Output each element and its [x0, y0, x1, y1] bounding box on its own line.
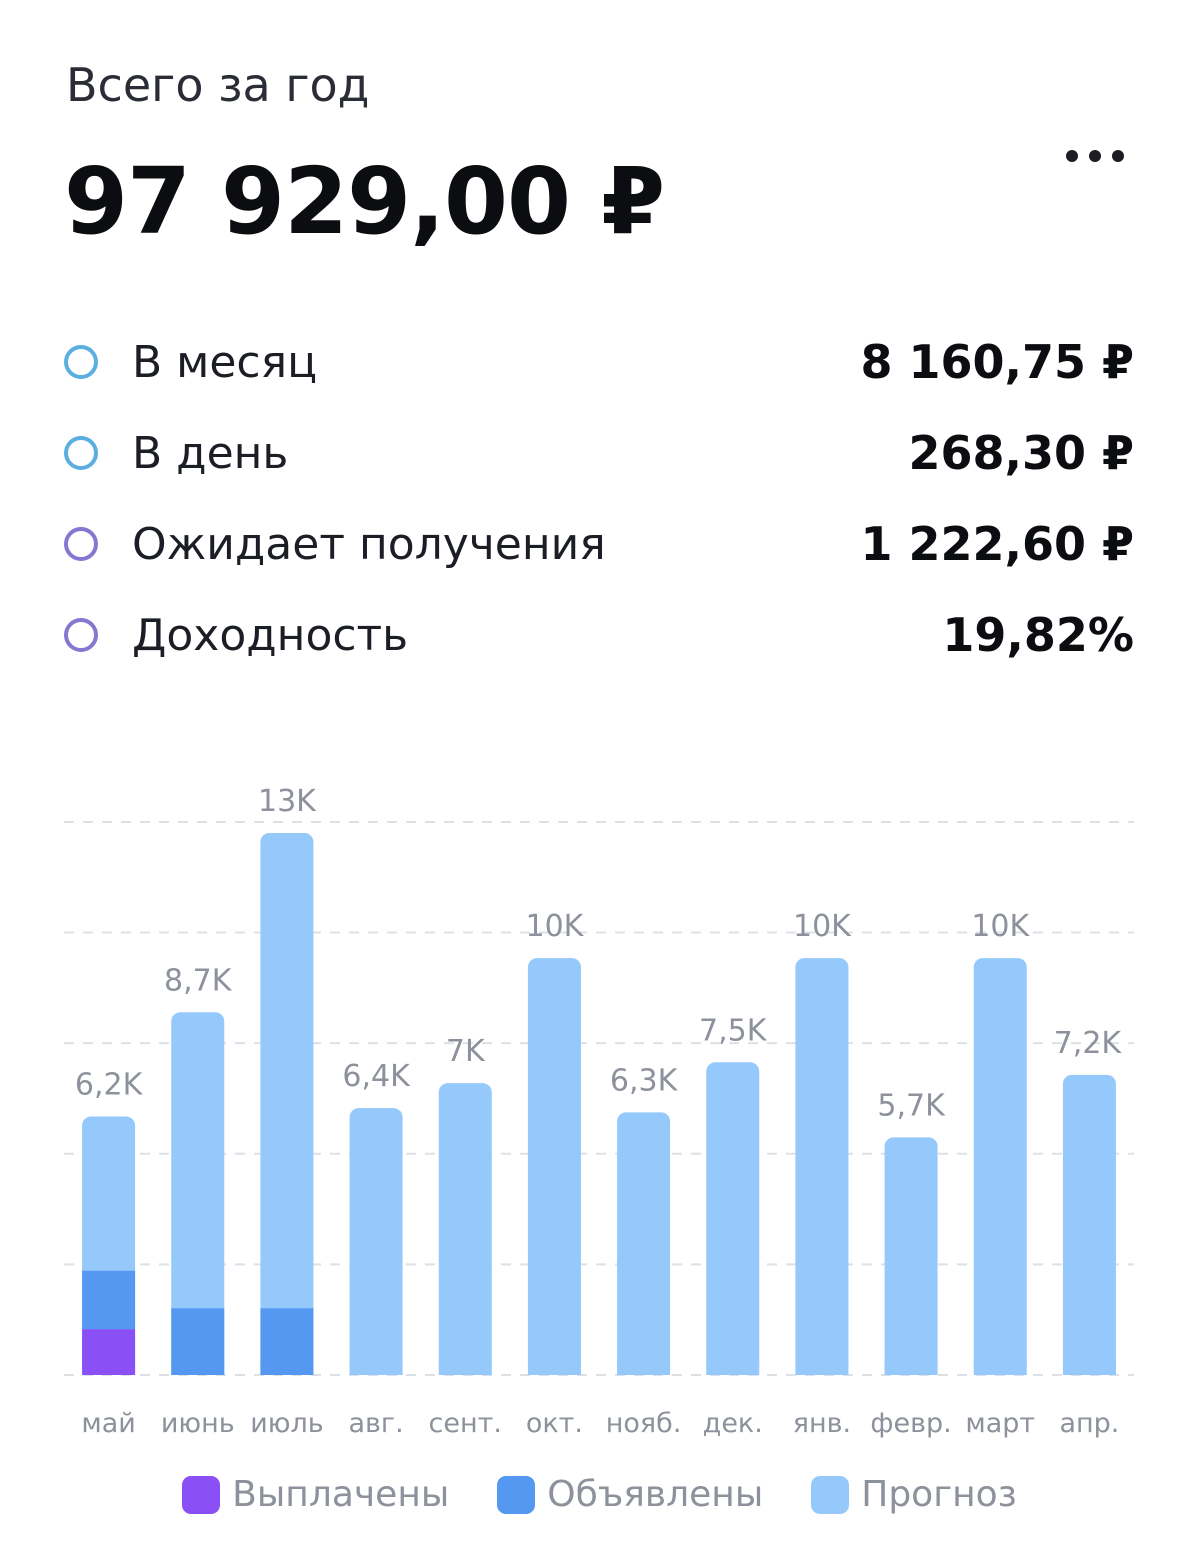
ring-icon [64, 527, 98, 561]
x-tick-label: сент. [429, 1408, 502, 1439]
ring-icon [64, 618, 98, 652]
x-tick-label: нояб. [606, 1408, 682, 1439]
bar-value-label: 5,7K [877, 1088, 946, 1123]
bar-forecast [617, 1112, 671, 1375]
more-icon[interactable] [1052, 132, 1138, 180]
legend-label: Выплачены [232, 1474, 450, 1515]
bar-forecast-base [973, 1363, 1027, 1375]
x-tick-label: авг. [348, 1408, 403, 1439]
bar-forecast-base [795, 1363, 849, 1375]
x-tick-label: июль [250, 1408, 323, 1439]
bar-group[interactable] [82, 1116, 136, 1375]
stat-value: 19,82% [942, 608, 1134, 662]
bar-forecast-base [349, 1363, 403, 1375]
x-tick-label: февр. [870, 1408, 951, 1439]
bar-forecast [1062, 1074, 1116, 1375]
bar-group[interactable] [884, 1137, 938, 1375]
bar-group[interactable] [438, 1083, 492, 1375]
bar-value-label: 7,5K [699, 1013, 768, 1048]
bar-value-label: 7,2K [1054, 1026, 1123, 1061]
bar-value-label: 10K [793, 909, 852, 944]
header-label: Всего за год [66, 58, 370, 112]
bar-forecast-base [438, 1363, 492, 1375]
ring-icon [64, 436, 98, 470]
legend-swatch [182, 1475, 221, 1514]
dividends-chart: 6,2K май 8,7K июнь 13K июль 6,4K авг. 7K сент. 10K… [64, 784, 1134, 1439]
more-dot [1089, 150, 1101, 162]
bar-value-label: 13K [258, 784, 317, 819]
bar-declared [171, 1308, 225, 1375]
stat-row-yield: Доходность 19,82% [64, 595, 1134, 675]
total-amount: 97 929,00 ₽ [64, 148, 665, 255]
bar-forecast [260, 833, 314, 1375]
bar-forecast [706, 1062, 760, 1375]
legend-swatch [497, 1475, 536, 1514]
legend-label: Объявлены [547, 1474, 764, 1515]
stat-value: 8 160,75 ₽ [860, 335, 1134, 389]
x-tick-label: май [81, 1408, 135, 1439]
bar-forecast-base [617, 1363, 671, 1375]
bar-value-label: 10K [525, 909, 584, 944]
bar-forecast [795, 958, 849, 1375]
legend-item-forecast[interactable]: Прогноз [811, 1474, 1017, 1515]
legend-label: Прогноз [861, 1474, 1017, 1515]
stat-value: 268,30 ₽ [908, 426, 1134, 480]
legend-item-declared[interactable]: Объявлены [497, 1474, 763, 1515]
bar-value-label: 6,3K [610, 1063, 679, 1098]
x-tick-label: март [965, 1408, 1035, 1439]
bar-forecast [438, 1083, 492, 1375]
stat-row-month: В месяц 8 160,75 ₽ [64, 322, 1134, 402]
bar-value-label: 10K [971, 909, 1030, 944]
bar-group[interactable] [706, 1062, 760, 1375]
stat-row-day: В день 268,30 ₽ [64, 413, 1134, 493]
x-tick-label: окт. [526, 1408, 583, 1439]
bar-value-label: 8,7K [164, 963, 233, 998]
bar-value-label: 6,2K [75, 1068, 144, 1103]
stat-label: В месяц [132, 336, 318, 388]
bar-group[interactable] [795, 958, 849, 1375]
more-dot [1112, 150, 1124, 162]
bar-forecast [349, 1108, 403, 1375]
bar-group[interactable] [171, 1012, 225, 1375]
bar-group[interactable] [260, 833, 314, 1375]
chart-legend: Выплачены Объявлены Прогноз [0, 1474, 1199, 1515]
bar-group[interactable] [973, 958, 1027, 1375]
bar-forecast [973, 958, 1027, 1375]
stat-row-pending: Ожидает получения 1 222,60 ₽ [64, 504, 1134, 584]
bar-value-label: 6,4K [342, 1059, 411, 1094]
x-tick-label: июнь [161, 1408, 235, 1439]
more-dot [1066, 150, 1078, 162]
x-tick-label: янв. [793, 1408, 851, 1439]
stat-label: В день [132, 427, 289, 479]
bar-forecast-base [527, 1363, 581, 1375]
ring-icon [64, 345, 98, 379]
bar-forecast [171, 1012, 225, 1375]
bar-group[interactable] [1062, 1074, 1116, 1375]
legend-item-paid[interactable]: Выплачены [182, 1474, 449, 1515]
bar-declared [82, 1270, 136, 1330]
legend-swatch [811, 1475, 850, 1514]
bar-declared [260, 1308, 314, 1375]
bar-forecast-base [1062, 1363, 1116, 1375]
bar-value-label: 7K [446, 1034, 486, 1069]
x-tick-label: дек. [703, 1408, 763, 1439]
bar-group[interactable] [617, 1112, 671, 1375]
bar-group[interactable] [527, 958, 581, 1375]
bar-forecast [884, 1137, 938, 1375]
bar-group[interactable] [349, 1108, 403, 1375]
stat-label: Доходность [132, 609, 409, 661]
bar-paid [82, 1329, 136, 1375]
bar-forecast-base [884, 1363, 938, 1375]
stat-label: Ожидает получения [132, 518, 606, 570]
stat-value: 1 222,60 ₽ [860, 517, 1134, 571]
bar-forecast [527, 958, 581, 1375]
x-tick-label: апр. [1059, 1408, 1119, 1439]
bar-forecast-base [706, 1363, 760, 1375]
